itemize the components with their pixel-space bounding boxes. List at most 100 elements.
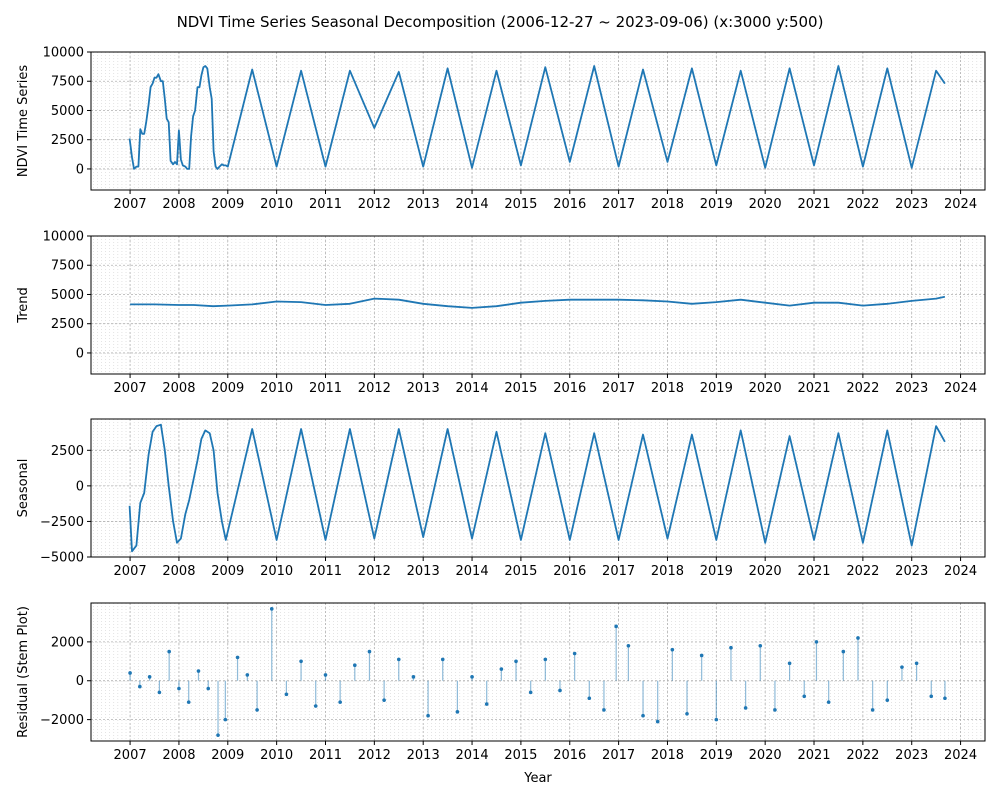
stem-marker (514, 659, 518, 664)
series-line (130, 295, 946, 309)
x-tick-label: 2019 (700, 381, 733, 396)
stem-marker (572, 651, 577, 656)
y-tick-label: 0 (76, 674, 84, 689)
x-tick-label: 2009 (211, 564, 244, 579)
x-tick-label: 2013 (407, 748, 440, 763)
y-tick-label: 2500 (51, 317, 84, 332)
subplot-seasonal: 2007 2008 2009 2010 2011 2012 2013 2014 2015 2016… (16, 418, 986, 579)
x-tick-label: 2021 (797, 197, 830, 212)
x-tick-label: 2015 (504, 748, 537, 763)
x-tick-label: 2010 (260, 197, 293, 212)
y-tick-label: 7500 (51, 75, 84, 90)
stem-marker (313, 704, 318, 708)
x-tick-label: 2011 (309, 748, 342, 763)
y-tick-label: −2000 (40, 713, 84, 728)
x-tick-label: 2008 (162, 381, 195, 396)
figure-title: NDVI Time Series Seasonal Decomposition … (177, 13, 824, 31)
stem-marker (470, 675, 474, 679)
stem-marker (206, 686, 211, 691)
stem-marker (299, 659, 303, 664)
stem-marker (353, 663, 357, 667)
stem-marker (128, 671, 132, 675)
stem-marker (814, 640, 819, 644)
y-tick-label: 0 (76, 162, 84, 177)
x-tick-label: 2009 (211, 748, 244, 763)
axes-frame (90, 51, 986, 191)
stem-marker (729, 645, 733, 650)
x-tick-label: 2016 (553, 748, 586, 763)
x-tick-label: 2024 (944, 197, 977, 212)
x-tick-label: 2024 (944, 564, 977, 579)
stem-marker (773, 708, 777, 712)
y-tick-label: 7500 (51, 259, 84, 274)
stem-marker (929, 694, 934, 699)
x-tick-label: 2010 (260, 381, 293, 396)
stem-marker (167, 649, 171, 654)
x-tick-label: 2024 (944, 381, 977, 396)
stem-marker (885, 698, 890, 702)
x-tick-label: 2012 (358, 564, 391, 579)
x-tick-label: 2007 (114, 748, 147, 763)
stem-marker (528, 690, 533, 695)
stem-marker (802, 694, 807, 699)
x-tick-label: 2014 (456, 564, 489, 579)
stem-marker (499, 667, 504, 671)
x-tick-label: 2011 (309, 197, 342, 212)
stem-marker (367, 649, 372, 654)
stem-marker (147, 675, 152, 679)
stem-marker (558, 688, 562, 693)
x-tick-label: 2014 (456, 381, 489, 396)
stem-marker (455, 710, 460, 714)
x-tick-label: 2017 (602, 197, 635, 212)
series-line (128, 423, 946, 553)
y-axis-label: NDVI Time Series (16, 65, 31, 178)
y-tick-label: −5000 (40, 551, 84, 566)
stem-marker (655, 719, 660, 724)
stem-marker (269, 607, 274, 611)
x-tick-label: 2010 (260, 748, 293, 763)
y-tick-label: 2500 (51, 133, 84, 148)
stem-marker (216, 733, 220, 737)
x-axis-label: Year (523, 771, 552, 786)
stem-marker (255, 708, 259, 712)
stem-marker (338, 700, 342, 704)
stem-marker (284, 692, 289, 697)
axes-frame (90, 418, 986, 558)
x-tick-label: 2023 (895, 748, 928, 763)
x-tick-label: 2016 (553, 564, 586, 579)
x-tick-label: 2007 (114, 564, 147, 579)
x-tick-label: 2023 (895, 197, 928, 212)
stem-marker (943, 696, 947, 701)
x-tick-label: 2018 (651, 197, 684, 212)
stem-marker (223, 717, 228, 722)
x-tick-label: 2012 (358, 197, 391, 212)
x-tick-label: 2008 (162, 197, 195, 212)
x-tick-label: 2008 (162, 748, 195, 763)
x-tick-label: 2019 (700, 564, 733, 579)
x-tick-label: 2020 (749, 564, 782, 579)
stem-marker (641, 713, 645, 718)
x-tick-label: 2022 (846, 197, 879, 212)
y-tick-label: 2500 (51, 444, 84, 459)
x-tick-label: 2023 (895, 381, 928, 396)
stem-marker (157, 690, 162, 695)
stem-marker (382, 698, 386, 702)
y-tick-label: 5000 (51, 104, 84, 119)
x-tick-label: 2018 (651, 564, 684, 579)
stem-marker (396, 657, 401, 662)
x-tick-label: 2010 (260, 564, 293, 579)
stem-marker (587, 696, 592, 701)
y-tick-label: 2000 (51, 635, 84, 650)
x-tick-label: 2009 (211, 381, 244, 396)
x-tick-label: 2022 (846, 748, 879, 763)
stem-marker (323, 673, 328, 677)
x-tick-label: 2017 (602, 748, 635, 763)
x-tick-label: 2012 (358, 748, 391, 763)
stem-marker (856, 636, 860, 640)
x-tick-label: 2014 (456, 748, 489, 763)
x-tick-label: 2021 (797, 564, 830, 579)
stem-marker (714, 717, 719, 722)
x-tick-label: 2024 (944, 748, 977, 763)
stem-marker (138, 684, 142, 689)
y-tick-label: 0 (76, 346, 84, 361)
